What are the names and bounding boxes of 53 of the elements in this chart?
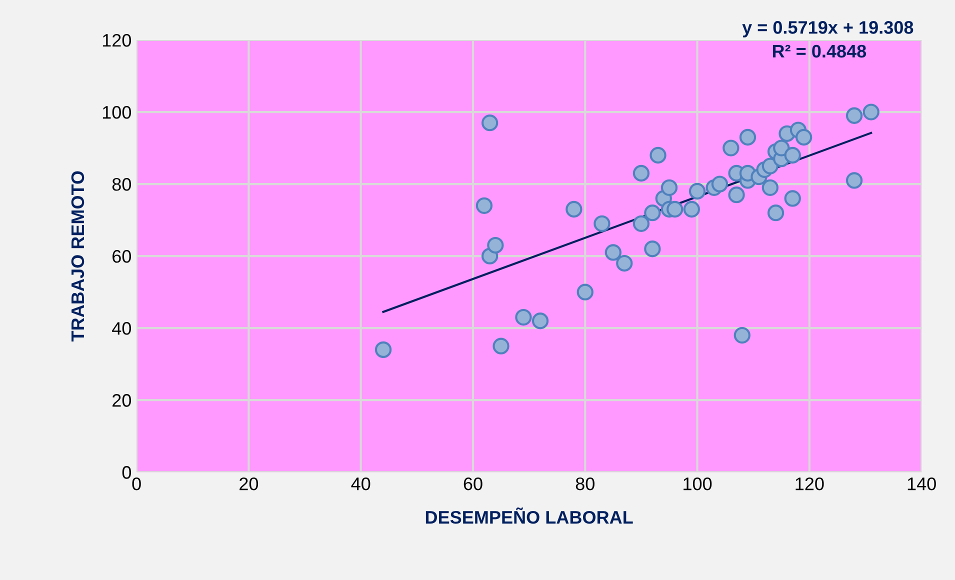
x-tick-label: 60 bbox=[464, 477, 482, 490]
y-axis-title: TRABAJO REMOTO bbox=[71, 171, 84, 342]
point bbox=[784, 146, 801, 164]
point bbox=[487, 236, 504, 254]
y-tick-label: 120 bbox=[102, 34, 131, 47]
point bbox=[650, 146, 666, 164]
text: y = 0.5719x + 19.308 bbox=[742, 21, 914, 38]
point bbox=[374, 341, 392, 358]
x-tick-label: 0 bbox=[132, 477, 141, 490]
point bbox=[644, 204, 661, 222]
point bbox=[688, 182, 706, 200]
point bbox=[722, 140, 740, 156]
x-tick-label: 100 bbox=[684, 477, 712, 490]
point bbox=[862, 104, 880, 120]
x-tick-label: 20 bbox=[240, 477, 258, 490]
point bbox=[846, 107, 863, 124]
x-axis-title: DESEMPEÑO LABORAL bbox=[426, 507, 633, 524]
y-tick-label: 80 bbox=[112, 178, 131, 191]
y-tick-label: 0 bbox=[122, 466, 131, 479]
point bbox=[711, 176, 728, 192]
point bbox=[632, 215, 650, 232]
point bbox=[739, 128, 756, 146]
point bbox=[566, 200, 582, 218]
point bbox=[476, 197, 493, 214]
x-tick-label: 140 bbox=[908, 477, 936, 490]
point bbox=[594, 215, 610, 232]
point bbox=[616, 254, 633, 272]
point bbox=[481, 114, 498, 132]
point bbox=[632, 164, 650, 182]
point bbox=[492, 338, 510, 354]
point bbox=[644, 240, 661, 258]
point bbox=[728, 186, 745, 204]
point bbox=[767, 204, 784, 222]
point bbox=[734, 326, 750, 344]
point bbox=[604, 244, 622, 261]
point bbox=[683, 200, 700, 218]
y-tick-label: 20 bbox=[112, 394, 131, 407]
point bbox=[576, 284, 594, 300]
point bbox=[762, 179, 779, 196]
point bbox=[846, 172, 863, 189]
y-tick-label: 60 bbox=[112, 250, 131, 263]
y-tick-label: 100 bbox=[102, 106, 131, 119]
point bbox=[532, 312, 549, 330]
y-tick-label: 40 bbox=[112, 322, 131, 335]
point bbox=[784, 190, 801, 207]
annotation: R² = 0.4848 bbox=[772, 44, 866, 58]
x-tick-label: 120 bbox=[796, 477, 824, 490]
point bbox=[660, 179, 678, 196]
x-tick-label: 40 bbox=[351, 477, 370, 490]
x-tick-label: 80 bbox=[576, 477, 594, 490]
point bbox=[666, 200, 684, 218]
point bbox=[795, 128, 812, 146]
point bbox=[515, 308, 532, 326]
